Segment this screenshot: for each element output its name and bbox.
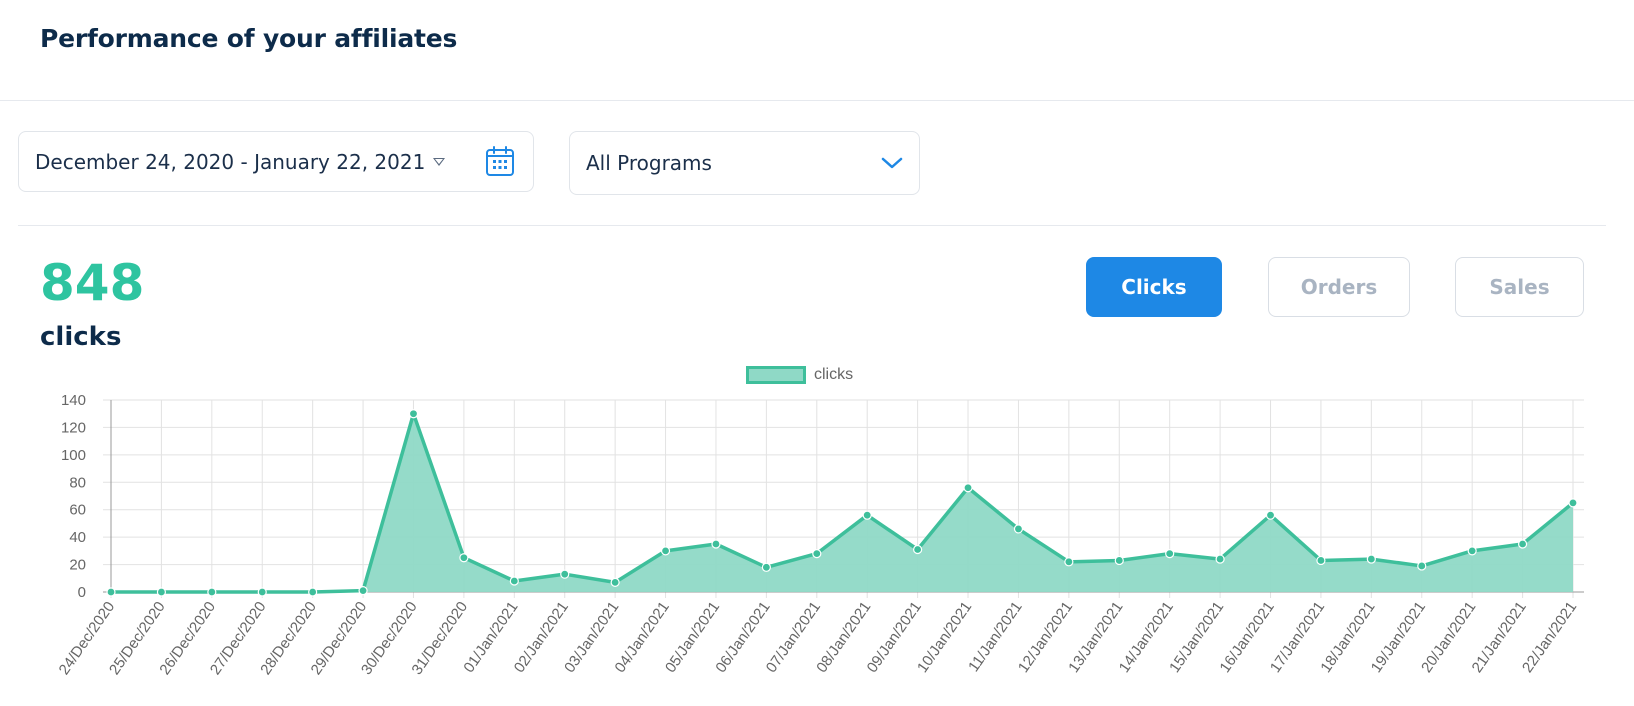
chart-legend[interactable]: clicks: [746, 366, 853, 384]
data-point: [913, 544, 923, 555]
y-tick-label: 40: [69, 529, 86, 546]
legend-swatch: [746, 366, 806, 384]
date-range-picker[interactable]: December 24, 2020 - January 22, 2021: [18, 131, 534, 192]
series-line-clicks: [111, 411, 1575, 594]
data-point: [1517, 539, 1528, 549]
data-point: [156, 587, 167, 597]
data-point: [1165, 549, 1175, 559]
clicks-chart: 02040608010012014024/Dec/202025/Dec/2020…: [56, 392, 1584, 678]
legend-label: clicks: [814, 366, 854, 383]
y-tick-label: 0: [78, 584, 86, 601]
orders-tab-button[interactable]: Orders: [1268, 257, 1410, 317]
y-tick-label: 80: [69, 474, 86, 491]
data-point: [1366, 554, 1376, 564]
date-range-value: December 24, 2020 - January 22, 2021: [35, 149, 426, 174]
data-point: [308, 587, 318, 597]
data-point: [560, 569, 570, 579]
data-point: [1568, 498, 1578, 508]
data-point: [1316, 555, 1326, 566]
data-point: [257, 587, 267, 597]
calendar-icon[interactable]: [485, 145, 515, 177]
program-select[interactable]: All Programs: [569, 131, 920, 195]
data-point: [509, 576, 519, 586]
data-point: [1013, 524, 1024, 534]
data-point: [1467, 546, 1477, 556]
header-divider: [0, 100, 1634, 101]
total-metric-label: clicks: [40, 322, 122, 352]
data-point: [1064, 557, 1074, 567]
data-point: [106, 587, 116, 597]
y-tick-label: 20: [69, 557, 86, 574]
data-point: [207, 587, 217, 597]
y-tick-label: 60: [69, 502, 86, 519]
y-tick-label: 140: [61, 392, 86, 409]
data-point: [761, 562, 771, 572]
clicks-tab-button[interactable]: Clicks: [1086, 257, 1222, 317]
data-point: [1265, 510, 1276, 520]
data-point: [358, 586, 368, 596]
program-select-value: All Programs: [586, 151, 712, 175]
section-divider: [18, 225, 1606, 226]
data-point: [459, 553, 469, 563]
data-point: [1215, 554, 1225, 564]
data-point: [1417, 561, 1427, 571]
data-point: [812, 549, 822, 559]
data-point: [711, 539, 721, 549]
data-point: [660, 546, 671, 556]
data-point: [1114, 555, 1124, 566]
sales-tab-button[interactable]: Sales: [1455, 257, 1584, 317]
data-point: [963, 483, 973, 493]
data-point: [610, 577, 620, 587]
caret-down-icon: [433, 157, 446, 166]
data-point: [408, 409, 419, 419]
data-point: [862, 510, 872, 520]
series-area-clicks: [111, 413, 1573, 592]
total-metric-value: 848: [40, 254, 145, 312]
chevron-down-icon: [881, 157, 903, 169]
y-tick-label: 120: [61, 419, 86, 436]
y-tick-label: 100: [61, 447, 86, 464]
page-title: Performance of your affiliates: [40, 24, 458, 53]
